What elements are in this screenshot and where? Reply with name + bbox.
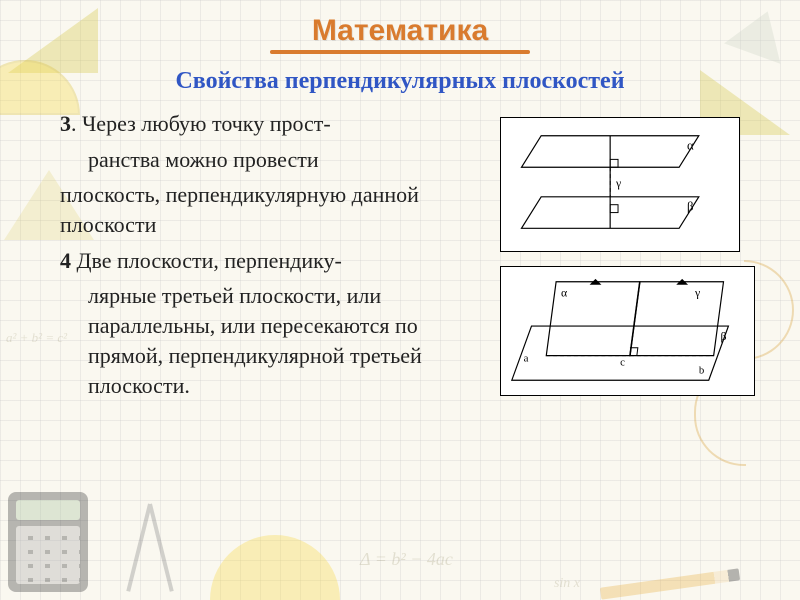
content-row: 3. Через любую точку прост- ранства можн… <box>0 95 800 410</box>
deco-formula: Δ = b² − 4ac <box>360 549 453 570</box>
label-a: a <box>524 353 529 365</box>
label-c: c <box>620 356 625 368</box>
label-alpha: α <box>687 139 694 153</box>
page-title-underline <box>270 50 530 54</box>
label-beta: β <box>687 200 694 214</box>
label-beta: β <box>721 329 727 343</box>
section-title: Свойства перпендикулярных плоскостей <box>0 68 800 95</box>
property-4-line: лярные третьей плоскости, или параллельн… <box>60 281 480 400</box>
text-column: 3. Через любую точку прост- ранства можн… <box>60 109 480 410</box>
figure-2-intersecting-planes: α γ β a b c <box>500 266 755 396</box>
property-3-line: плоскость, перпендикулярную данной плоск… <box>60 180 480 239</box>
property-3-line: ранства можно провести <box>60 145 480 175</box>
deco-compass-icon <box>120 504 180 594</box>
property-text: . Через любую точку прост- <box>71 111 331 136</box>
deco-formula: sin x <box>554 576 580 592</box>
page-title: Математика <box>312 14 488 48</box>
label-alpha: α <box>561 286 567 300</box>
property-number: 4 <box>60 248 71 273</box>
label-gamma: γ <box>615 176 621 190</box>
property-3-line: 3. Через любую точку прост- <box>60 109 480 139</box>
deco-calculator-icon <box>8 492 88 592</box>
property-number: 3 <box>60 111 71 136</box>
figure-column: α β γ <box>500 109 770 410</box>
deco-protractor-bottom <box>210 535 340 600</box>
property-4-line: 4 Две плоскости, перпендику- <box>60 246 480 276</box>
property-text: Две плоскости, перпендику- <box>71 248 342 273</box>
label-b: b <box>699 364 704 376</box>
page-header: Математика <box>0 0 800 54</box>
label-gamma: γ <box>694 286 700 300</box>
deco-pencil-icon <box>600 568 740 599</box>
figure-1-parallel-planes: α β γ <box>500 117 740 252</box>
